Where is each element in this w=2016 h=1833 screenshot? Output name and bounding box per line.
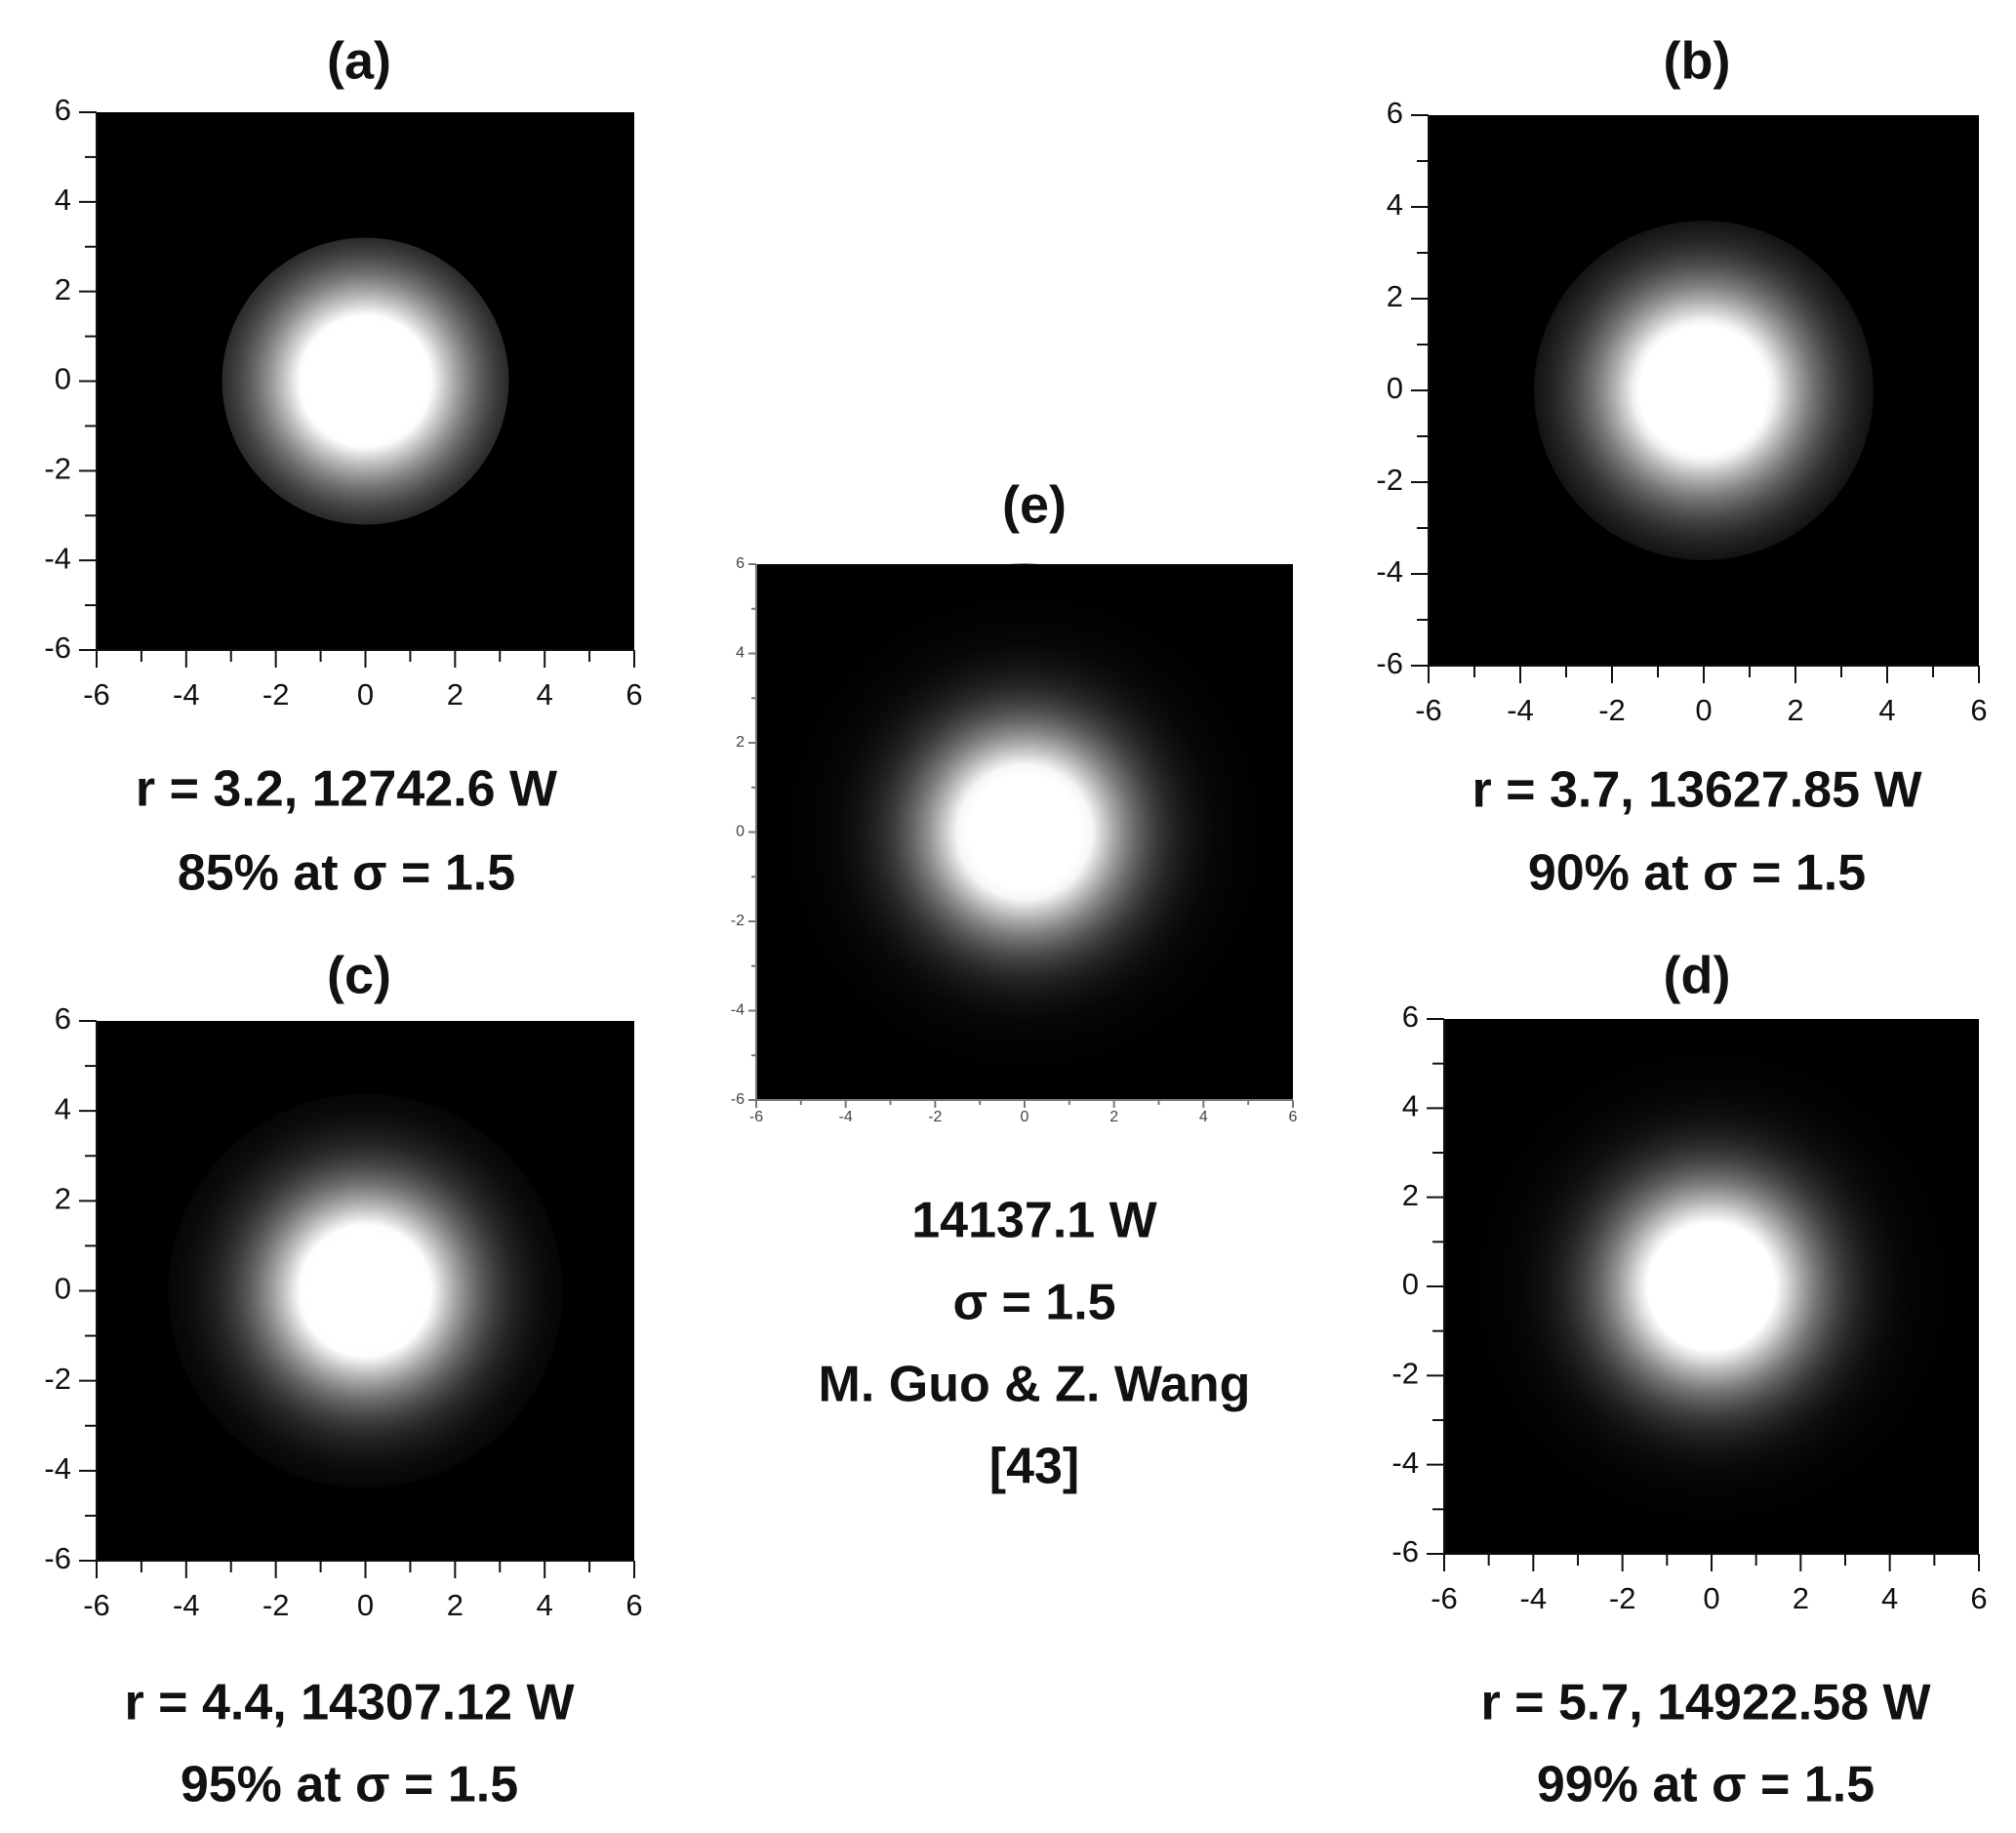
x-tick-label: -6 [83, 677, 110, 712]
panel-caption: M. Guo & Z. Wang [819, 1357, 1251, 1413]
y-tick-label: -4 [44, 1451, 71, 1486]
spot [168, 1093, 563, 1488]
x-tick-label: 6 [1970, 693, 1987, 727]
x-tick-label: -4 [173, 677, 200, 712]
y-tick-label: 4 [55, 183, 71, 217]
x-tick-label: 0 [357, 1588, 374, 1622]
y-tick-label: 0 [1402, 1267, 1419, 1301]
panel-title: (c) [327, 946, 391, 1004]
x-tick-label: 2 [1787, 693, 1803, 727]
y-tick-label: 2 [736, 734, 745, 751]
y-tick-label: 4 [1402, 1089, 1419, 1123]
panel-title: (e) [1002, 475, 1067, 534]
x-tick-label: 4 [1881, 1581, 1898, 1615]
y-tick-label: -4 [44, 541, 71, 575]
y-tick-label: 6 [1402, 999, 1419, 1034]
x-tick-label: -6 [1431, 1581, 1458, 1615]
x-tick-label: -2 [262, 1588, 290, 1622]
x-tick-label: 4 [537, 1588, 553, 1622]
x-tick-label: 4 [1199, 1109, 1208, 1125]
x-tick-label: -2 [262, 677, 290, 712]
x-tick-label: 6 [1970, 1581, 1987, 1615]
x-tick-label: 6 [625, 1588, 642, 1622]
x-tick-label: -4 [839, 1109, 853, 1125]
panel-caption: r = 3.2, 12742.6 W [136, 761, 558, 818]
y-tick-label: -6 [1376, 646, 1403, 680]
x-tick-label: -2 [928, 1109, 942, 1125]
x-tick-label: 6 [1289, 1109, 1298, 1125]
x-tick-label: -6 [83, 1588, 110, 1622]
y-tick-label: 6 [1387, 96, 1403, 130]
x-tick-label: 4 [537, 677, 553, 712]
x-tick-label: -6 [1415, 693, 1442, 727]
y-tick-label: -4 [731, 1002, 745, 1019]
panel-caption: 90% at σ = 1.5 [1528, 845, 1866, 902]
x-tick-label: 2 [447, 677, 464, 712]
y-tick-label: 4 [736, 645, 745, 662]
panel-caption: r = 3.7, 13627.85 W [1472, 762, 1922, 819]
x-tick-label: 2 [1109, 1109, 1118, 1125]
x-tick-label: -6 [749, 1109, 763, 1125]
x-tick-label: 2 [447, 1588, 464, 1622]
panel-caption: 85% at σ = 1.5 [178, 845, 515, 902]
y-tick-label: 0 [736, 824, 745, 840]
x-tick-label: -2 [1598, 693, 1626, 727]
spot [222, 237, 509, 525]
y-tick-label: 4 [55, 1091, 71, 1125]
y-tick-label: 6 [55, 1001, 71, 1036]
y-tick-label: -2 [44, 452, 71, 486]
panel-caption: [43] [989, 1439, 1079, 1495]
panel-caption: r = 5.7, 14922.58 W [1480, 1675, 1931, 1731]
x-tick-label: -2 [1609, 1581, 1636, 1615]
panel-caption: 14137.1 W [911, 1193, 1157, 1249]
x-tick-label: -4 [173, 1588, 200, 1622]
x-tick-label: -4 [1520, 1581, 1548, 1615]
y-tick-label: 2 [55, 272, 71, 306]
y-tick-label: -2 [1376, 463, 1403, 497]
y-tick-label: 2 [1387, 279, 1403, 313]
y-tick-label: 6 [55, 93, 71, 127]
x-tick-label: 0 [1703, 1581, 1719, 1615]
y-tick-label: -2 [1391, 1357, 1419, 1391]
y-tick-label: 0 [55, 1272, 71, 1306]
panel-caption: 95% at σ = 1.5 [181, 1757, 518, 1813]
y-tick-label: 2 [1402, 1178, 1419, 1212]
y-tick-label: -6 [44, 1541, 71, 1575]
spot [756, 563, 1293, 1101]
y-tick-label: -6 [44, 631, 71, 665]
x-tick-label: 2 [1793, 1581, 1809, 1615]
x-tick-label: 0 [1021, 1109, 1029, 1125]
y-tick-label: -4 [1376, 554, 1403, 589]
spot [1534, 221, 1874, 560]
y-tick-label: -6 [1391, 1534, 1419, 1568]
panel-caption: σ = 1.5 [952, 1275, 1115, 1331]
spot [1457, 1032, 1966, 1541]
y-tick-label: 0 [55, 362, 71, 396]
panel-title: (b) [1664, 31, 1731, 90]
y-tick-label: 2 [55, 1182, 71, 1216]
x-tick-label: 4 [1878, 693, 1895, 727]
y-tick-label: -6 [731, 1091, 745, 1108]
y-tick-label: -2 [731, 913, 745, 929]
x-tick-label: -4 [1507, 693, 1534, 727]
panel-title: (d) [1664, 946, 1731, 1004]
panel-caption: r = 4.4, 14307.12 W [124, 1675, 575, 1731]
y-tick-label: 4 [1387, 187, 1403, 222]
panel-title: (a) [327, 31, 391, 90]
x-tick-label: 0 [357, 677, 374, 712]
y-tick-label: -4 [1391, 1446, 1419, 1480]
x-tick-label: 0 [1695, 693, 1712, 727]
y-tick-label: -2 [44, 1362, 71, 1396]
y-tick-label: 6 [736, 555, 745, 572]
panel-caption: 99% at σ = 1.5 [1537, 1757, 1875, 1813]
y-tick-label: 0 [1387, 371, 1403, 405]
x-tick-label: 6 [625, 677, 642, 712]
